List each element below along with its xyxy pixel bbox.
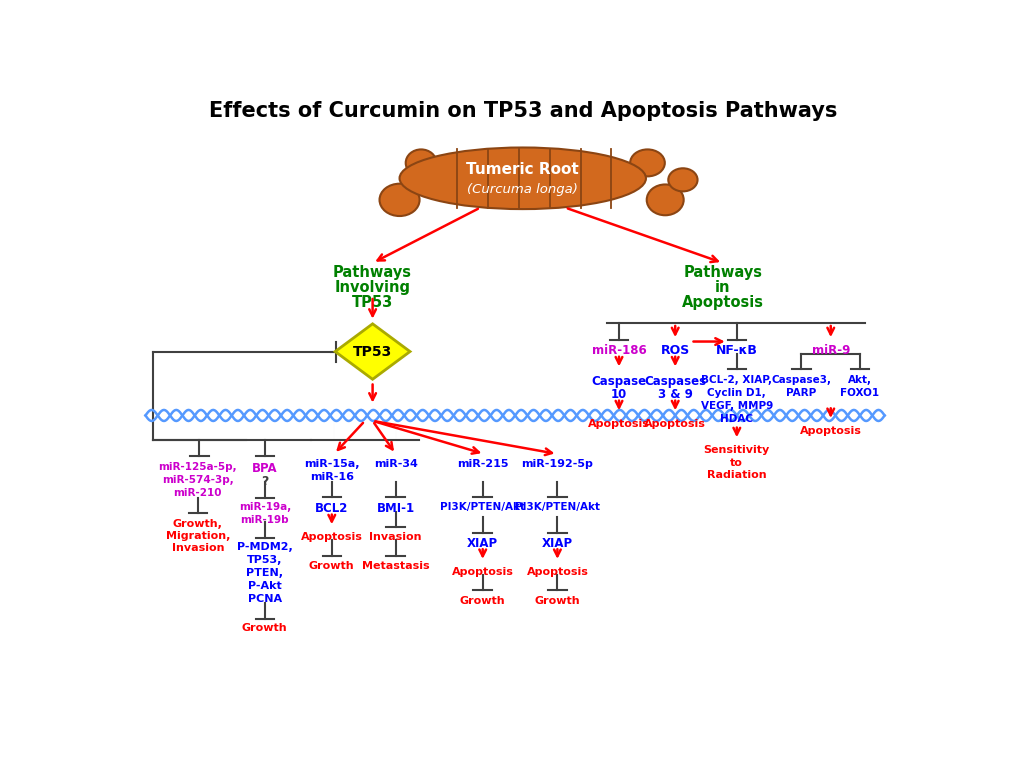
Text: Growth: Growth	[309, 561, 355, 571]
Polygon shape	[335, 324, 410, 379]
Text: Apoptosis: Apoptosis	[301, 533, 363, 543]
Text: miR-19a,: miR-19a,	[238, 502, 290, 512]
Text: 3 & 9: 3 & 9	[657, 388, 692, 401]
Text: miR-16: miR-16	[310, 473, 354, 483]
Text: PARP: PARP	[786, 388, 816, 398]
Text: Caspase: Caspase	[591, 374, 646, 388]
Text: TP53: TP53	[352, 295, 393, 310]
Text: BCL2: BCL2	[315, 502, 348, 515]
Text: ?: ?	[261, 475, 268, 488]
Ellipse shape	[646, 184, 683, 215]
Text: Growth: Growth	[534, 596, 580, 605]
Text: Pathways: Pathways	[333, 265, 412, 280]
Text: Invasion: Invasion	[171, 544, 224, 553]
Text: miR-9: miR-9	[811, 344, 849, 357]
Text: Apoptosis: Apoptosis	[588, 419, 649, 428]
Text: TP53,: TP53,	[247, 555, 282, 565]
Text: Caspase3,: Caspase3,	[770, 374, 830, 385]
Text: miR-192-5p: miR-192-5p	[521, 459, 593, 470]
Text: ROS: ROS	[660, 344, 689, 357]
Text: Effects of Curcumin on TP53 and Apoptosis Pathways: Effects of Curcumin on TP53 and Apoptosi…	[208, 101, 837, 121]
Text: PTEN,: PTEN,	[246, 568, 283, 578]
Text: Growth,: Growth,	[172, 519, 222, 529]
Text: Pathways: Pathways	[683, 265, 762, 280]
Text: Cyclin D1,: Cyclin D1,	[707, 388, 765, 398]
Text: Caspases: Caspases	[644, 374, 705, 388]
Text: miR-210: miR-210	[173, 488, 222, 498]
Text: Migration,: Migration,	[165, 531, 229, 541]
Text: Akt,: Akt,	[847, 374, 871, 385]
Text: BPA: BPA	[252, 462, 277, 475]
Text: Tumeric Root: Tumeric Root	[466, 161, 579, 176]
Ellipse shape	[667, 168, 697, 191]
Text: Radiation: Radiation	[706, 470, 766, 480]
Text: Apoptosis: Apoptosis	[644, 419, 705, 428]
Ellipse shape	[630, 150, 664, 176]
Text: TP53: TP53	[353, 345, 392, 359]
Text: XIAP: XIAP	[467, 537, 498, 550]
Text: miR-19b: miR-19b	[240, 515, 288, 525]
Text: Apoptosis: Apoptosis	[799, 426, 861, 436]
Text: PI3K/PTEN/Akt: PI3K/PTEN/Akt	[515, 502, 599, 512]
Text: Apoptosis: Apoptosis	[526, 567, 588, 577]
Text: Growth: Growth	[242, 623, 287, 633]
Text: PCNA: PCNA	[248, 594, 281, 604]
Text: BCL-2, XIAP,: BCL-2, XIAP,	[701, 374, 771, 385]
Text: VEGF, MMP9: VEGF, MMP9	[700, 401, 772, 411]
Ellipse shape	[399, 147, 645, 209]
Text: miR-125a-5p,: miR-125a-5p,	[158, 462, 236, 472]
Text: BMI-1: BMI-1	[376, 502, 415, 515]
Text: (Curcuma longa): (Curcuma longa)	[467, 183, 578, 197]
Text: XIAP: XIAP	[541, 537, 573, 550]
Text: miR-574-3p,: miR-574-3p,	[162, 475, 233, 484]
Text: FOXO1: FOXO1	[840, 388, 878, 398]
Text: Sensitivity: Sensitivity	[703, 445, 769, 456]
Text: NF-κB: NF-κB	[715, 344, 757, 357]
Text: miR-34: miR-34	[373, 459, 417, 470]
Text: miR-215: miR-215	[457, 459, 507, 470]
Text: Apoptosis: Apoptosis	[451, 567, 514, 577]
Text: P-Akt: P-Akt	[248, 581, 281, 591]
Text: in: in	[714, 280, 730, 295]
Text: Metastasis: Metastasis	[362, 561, 429, 571]
Text: HDAC: HDAC	[719, 414, 753, 424]
Text: PI3K/PTEN/Akt: PI3K/PTEN/Akt	[440, 502, 525, 512]
Text: 10: 10	[610, 388, 627, 401]
Text: miR-186: miR-186	[591, 344, 646, 357]
Text: to: to	[730, 458, 743, 468]
Text: Growth: Growth	[460, 596, 505, 605]
Ellipse shape	[379, 183, 419, 216]
Text: Apoptosis: Apoptosis	[682, 295, 763, 310]
Text: miR-15a,: miR-15a,	[304, 459, 359, 470]
Text: P-MDM2,: P-MDM2,	[236, 542, 292, 551]
Text: Involving: Involving	[334, 280, 411, 295]
Ellipse shape	[406, 150, 436, 176]
Text: Invasion: Invasion	[369, 533, 422, 543]
